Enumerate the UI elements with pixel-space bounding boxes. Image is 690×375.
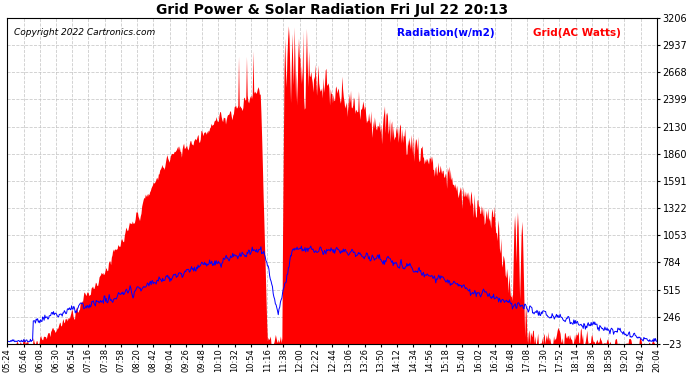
Text: Grid(AC Watts): Grid(AC Watts) [533,28,622,38]
Text: Radiation(w/m2): Radiation(w/m2) [397,28,495,38]
Title: Grid Power & Solar Radiation Fri Jul 22 20:13: Grid Power & Solar Radiation Fri Jul 22 … [156,3,508,17]
Text: Copyright 2022 Cartronics.com: Copyright 2022 Cartronics.com [14,28,155,37]
